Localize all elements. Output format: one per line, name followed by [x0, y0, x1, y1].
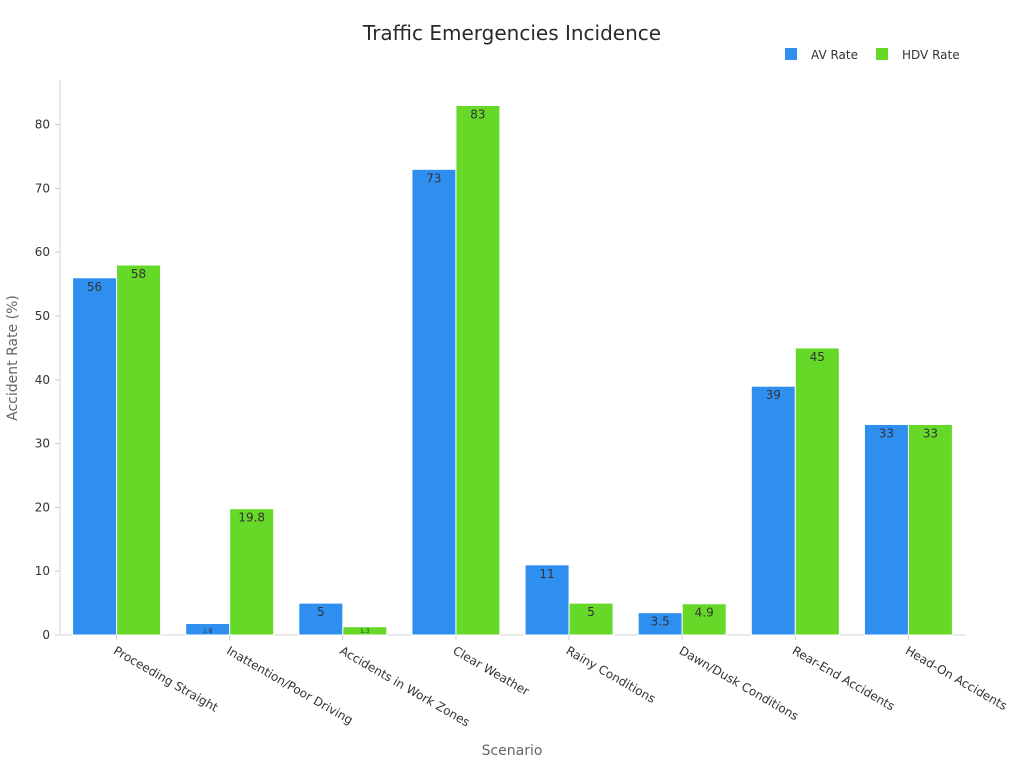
hdv-rate-bar[interactable] [455, 105, 501, 636]
av-rate-bar[interactable] [863, 423, 909, 636]
av-rate-bar[interactable] [750, 385, 796, 636]
x-tick-label: Head-On Accidents [903, 643, 1010, 713]
hdv-rate-bar[interactable] [229, 508, 275, 636]
y-axis-ticks: 0 10 20 30 40 50 60 70 80 [35, 118, 60, 642]
y-axis-title: Accident Rate (%) [5, 295, 21, 421]
av-rate-value-label: 56 [87, 280, 102, 294]
legend-label-av: AV Rate [811, 48, 858, 62]
av-rate-bar[interactable] [72, 277, 118, 636]
x-axis-ticks: Proceeding Straight Inattention/Poor Driv… [111, 635, 1010, 729]
legend-swatch-av [785, 48, 797, 60]
y-tick-label: 20 [35, 500, 50, 514]
y-tick-label: 50 [35, 309, 50, 323]
av-rate-value-label: 11 [539, 567, 554, 581]
av-rate-value-label: 73 [426, 171, 441, 185]
y-tick-label: 40 [35, 373, 50, 387]
hdv-rate-bar[interactable] [568, 602, 614, 636]
hdv-rate-value-label: 5 [587, 605, 595, 619]
legend-swatch-hdv [876, 48, 888, 60]
chart-title: Traffic Emergencies Incidence [362, 21, 661, 45]
hdv-rate-value-label: 45 [810, 350, 825, 364]
x-axis-title: Scenario [482, 743, 543, 759]
y-tick-label: 0 [42, 628, 50, 642]
x-tick-label: Proceeding Straight [111, 643, 221, 714]
av-rate-value-label: 3.5 [651, 615, 670, 629]
x-tick-label: Inattention/Poor Driving [224, 643, 355, 727]
hdv-rate-value-label: 58 [131, 267, 146, 281]
hdv-rate-value-label: 33 [923, 426, 938, 440]
bar-labels: 56 58 1.8 19.8 5 1.3 73 83 11 5 3.5 4.9 39 45 33 33 [87, 108, 938, 635]
y-tick-label: 10 [35, 564, 50, 578]
hdv-rate-bar[interactable] [342, 626, 388, 636]
hdv-rate-value-label: 1.3 [360, 628, 370, 635]
av-rate-value-label: 33 [879, 426, 894, 440]
hdv-rate-bar[interactable] [681, 603, 727, 636]
y-tick-label: 30 [35, 437, 50, 451]
x-tick-label: Clear Weather [450, 643, 531, 698]
hdv-rate-bar[interactable] [794, 347, 840, 636]
hdv-rate-value-label: 83 [470, 108, 485, 122]
y-tick-label: 70 [35, 181, 50, 195]
x-tick-label: Rear-End Accidents [790, 643, 897, 713]
hdv-rate-value-label: 19.8 [238, 511, 265, 525]
av-rate-bar[interactable] [411, 168, 457, 636]
hdv-rate-value-label: 4.9 [695, 606, 714, 620]
y-tick-label: 60 [35, 245, 50, 259]
x-tick-label: Rainy Conditions [564, 643, 658, 706]
av-rate-value-label: 1.8 [203, 628, 213, 635]
hdv-rate-bar[interactable] [116, 264, 162, 636]
av-rate-bar[interactable] [298, 602, 344, 636]
bars [72, 105, 953, 636]
legend-label-hdv: HDV Rate [902, 48, 960, 62]
hdv-rate-bar[interactable] [907, 423, 953, 636]
y-tick-label: 80 [35, 118, 50, 132]
av-rate-value-label: 39 [766, 388, 781, 402]
av-rate-value-label: 5 [317, 605, 325, 619]
legend: AV Rate HDV Rate [785, 48, 960, 62]
av-rate-bar[interactable] [524, 564, 570, 636]
x-tick-label: Dawn/Dusk Conditions [677, 643, 801, 723]
